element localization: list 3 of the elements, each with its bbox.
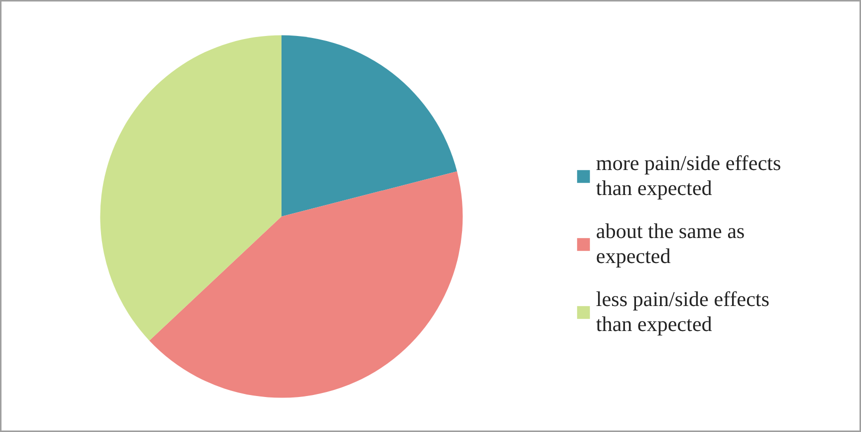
legend-label: more pain/side effects than expected bbox=[596, 151, 782, 201]
legend-label: about the same as expected bbox=[596, 219, 745, 269]
legend-label: less pain/side effects than expected bbox=[596, 287, 770, 337]
